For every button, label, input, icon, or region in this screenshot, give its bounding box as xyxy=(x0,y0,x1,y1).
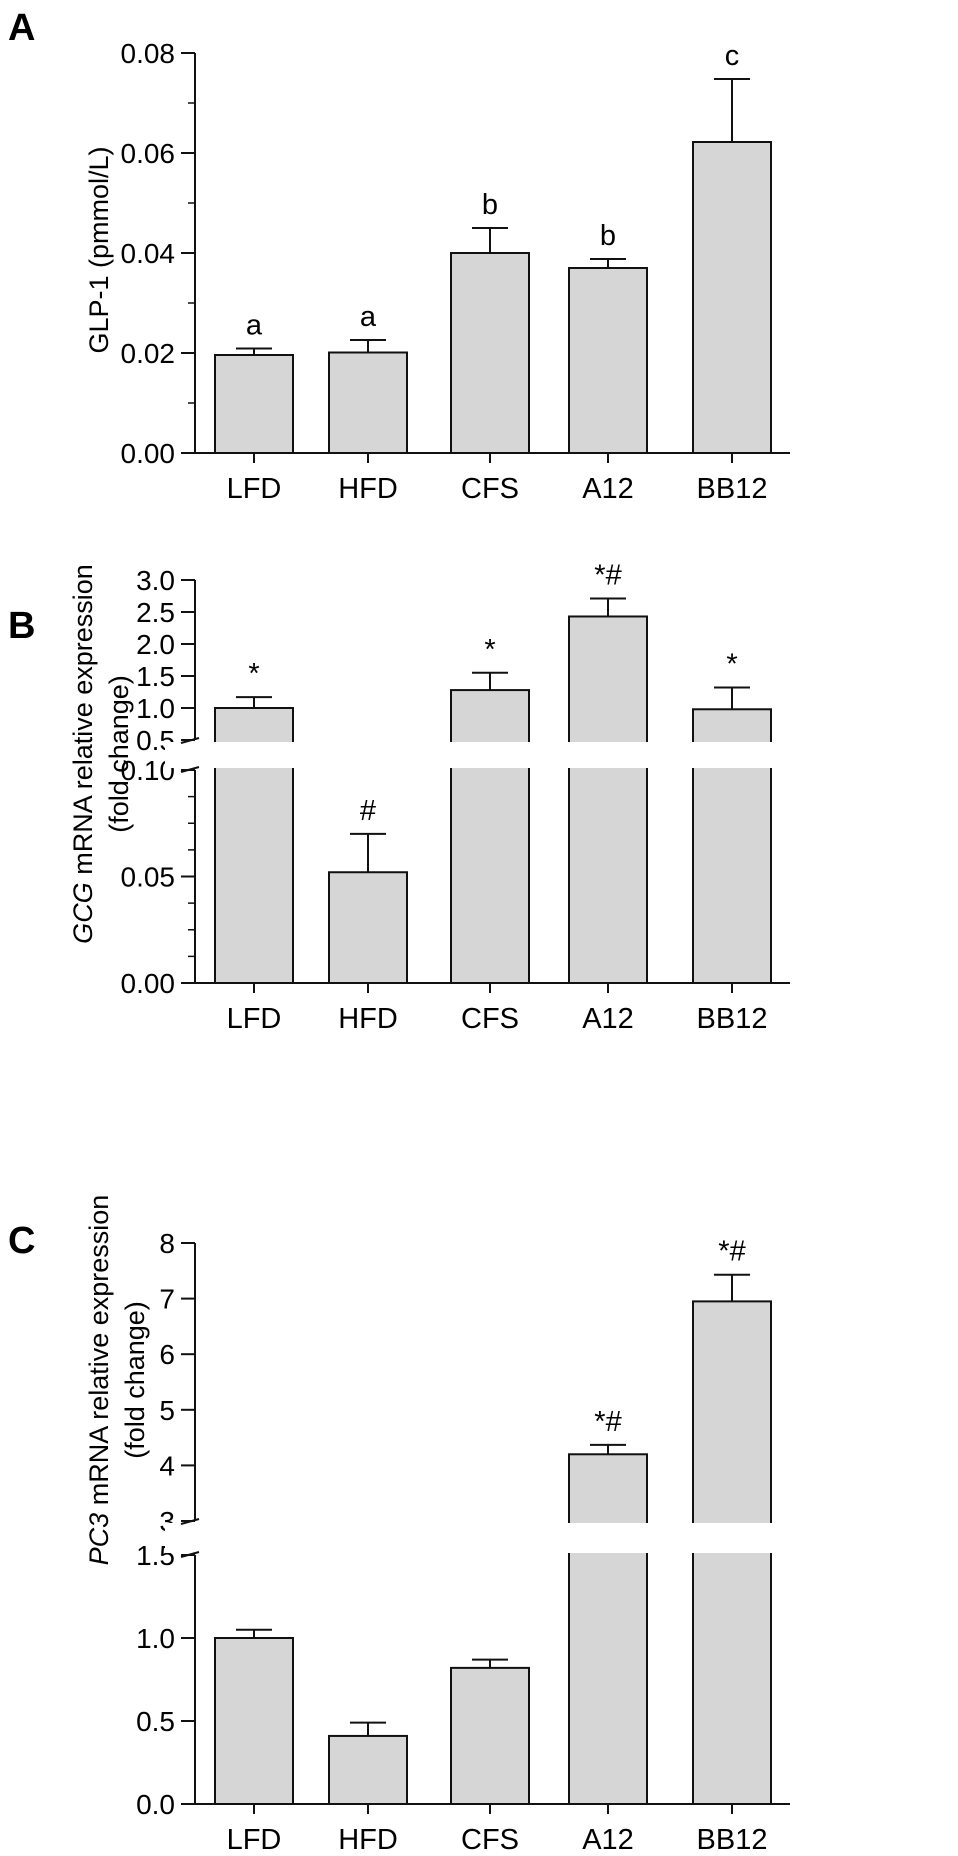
panel-b-sig-cfs: * xyxy=(484,634,495,666)
panel-c-xtick-bb12: BB12 xyxy=(697,1824,768,1856)
panel-c-ylabel-rest: mRNA relative expression xyxy=(84,1195,114,1513)
panel-a-bar-cfs xyxy=(450,252,530,454)
panel-a-sig-bb12: c xyxy=(725,40,740,72)
panel-a-bar-hfd xyxy=(328,351,408,454)
panel-b-ylabel-line2: (fold change) xyxy=(104,675,134,833)
panel-c-ylabel: PC3 mRNA relative expression xyxy=(84,1195,114,1566)
panel-a-ytick-label-0-1: 0.02 xyxy=(121,338,176,369)
panel-a-xtick-a12: A12 xyxy=(582,473,634,505)
panel-a-xtick-cfs: CFS xyxy=(461,473,519,505)
panel-c-bar-hfd xyxy=(328,1734,408,1805)
panel-a-sig-hfd: a xyxy=(360,301,377,333)
panel-b-ytick-label-1-3: 2.0 xyxy=(136,629,175,660)
panel-b-xtick-bb12: BB12 xyxy=(697,1003,768,1035)
panel-a-xtick-hfd: HFD xyxy=(338,473,398,505)
panel-c-break-mark-bottom xyxy=(180,1551,200,1558)
panel-b-ylabel: GCG mRNA relative expression xyxy=(68,564,98,944)
panel-b-bar-hfd xyxy=(328,871,408,984)
panel-a-bar-bb12 xyxy=(692,141,772,454)
panel-b-sig-a12: *# xyxy=(594,560,621,592)
panel-b-letter: B xyxy=(8,605,35,647)
panel-b-xtick-a12: A12 xyxy=(582,1003,634,1035)
panel-b-sig-hfd: # xyxy=(360,795,376,827)
panel-b-ytick-label-0-1: 0.05 xyxy=(121,862,176,893)
panel-c-ylabel-gene: PC3 xyxy=(84,1513,114,1566)
panel-c-ytick-label-1-2: 5 xyxy=(159,1395,175,1426)
panel-b-ylabel-rest: mRNA relative expression xyxy=(68,564,98,882)
panel-c-ytick-label-0-0: 0.0 xyxy=(136,1789,175,1820)
panel-b-xtick-cfs: CFS xyxy=(461,1003,519,1035)
panel-a-ytick-label-0-0: 0.00 xyxy=(121,438,176,469)
panel-b-ytick-label-1-4: 2.5 xyxy=(136,597,175,628)
panel-b-sig-lfd: * xyxy=(248,658,259,690)
panel-c-xtick-hfd: HFD xyxy=(338,1824,398,1856)
panel-a-ytick-label-0-3: 0.06 xyxy=(121,138,176,169)
panel-a-sig-cfs: b xyxy=(482,189,498,221)
panel-b-ytick-label-0-0: 0.00 xyxy=(121,968,176,999)
chart-marks: aLFDaHFDbCFSbA12cBB120.000.020.040.060.0… xyxy=(121,38,800,1856)
panel-a-ylabel: GLP-1 (pmmol/L) xyxy=(84,146,114,353)
panel-c-ytick-label-1-3: 6 xyxy=(159,1339,175,1370)
panel-b-ytick-label-1-1: 1.0 xyxy=(136,693,175,724)
panel-c-letter: C xyxy=(8,1220,35,1262)
panel-c-xtick-a12: A12 xyxy=(582,1824,634,1856)
panel-c-bar-lfd xyxy=(214,1637,294,1805)
panel-b-xtick-lfd: LFD xyxy=(227,1003,282,1035)
panel-b-bar-a12 xyxy=(568,615,648,984)
panel-a-ytick-label-0-2: 0.04 xyxy=(121,238,176,269)
panel-a-bar-lfd xyxy=(214,354,294,454)
panel-c-ylabel-line2: (fold change) xyxy=(120,1301,150,1459)
panel-c-break-mark-top xyxy=(180,1518,200,1525)
panel-a-xtick-lfd: LFD xyxy=(227,473,282,505)
panel-b-ylabel-gene: GCG xyxy=(68,882,98,944)
panel-b-break-mark-top xyxy=(180,737,200,744)
panel-a-letter: A xyxy=(8,7,35,49)
panel-c-ytick-label-0-1: 0.5 xyxy=(136,1706,175,1737)
panel-b-sig-bb12: * xyxy=(726,649,737,681)
panel-b-ytick-label-1-2: 1.5 xyxy=(136,661,175,692)
panel-b-bar-cfs xyxy=(450,689,530,985)
panel-c-ytick-label-1-5: 8 xyxy=(159,1228,175,1259)
panel-b-xtick-hfd: HFD xyxy=(338,1003,398,1035)
panel-c-bar-a12 xyxy=(568,1453,648,1806)
panel-a-sig-lfd: a xyxy=(246,310,263,342)
panel-a-ytick-label-0-4: 0.08 xyxy=(121,38,176,69)
panel-c-ytick-label-1-4: 7 xyxy=(159,1284,175,1315)
panel-c-xtick-lfd: LFD xyxy=(227,1824,282,1856)
panel-c-ytick-label-1-1: 4 xyxy=(159,1450,175,1481)
panel-a-bar-a12 xyxy=(568,267,648,454)
panel-c-xtick-cfs: CFS xyxy=(461,1824,519,1856)
panel-c-sig-bb12: *# xyxy=(718,1236,745,1268)
panel-b-break-mark-bottom xyxy=(180,766,200,773)
panel-b-ytick-label-1-5: 3.0 xyxy=(136,565,175,596)
panel-a-sig-a12: b xyxy=(600,220,616,252)
panel-c-sig-a12: *# xyxy=(594,1406,621,1438)
panel-a-xtick-bb12: BB12 xyxy=(697,473,768,505)
panel-c-ytick-label-0-2: 1.0 xyxy=(136,1623,175,1654)
panel-c-axis-break xyxy=(165,1523,800,1553)
panel-b-axis-break xyxy=(165,742,800,768)
panel-c-bar-cfs xyxy=(450,1666,530,1805)
